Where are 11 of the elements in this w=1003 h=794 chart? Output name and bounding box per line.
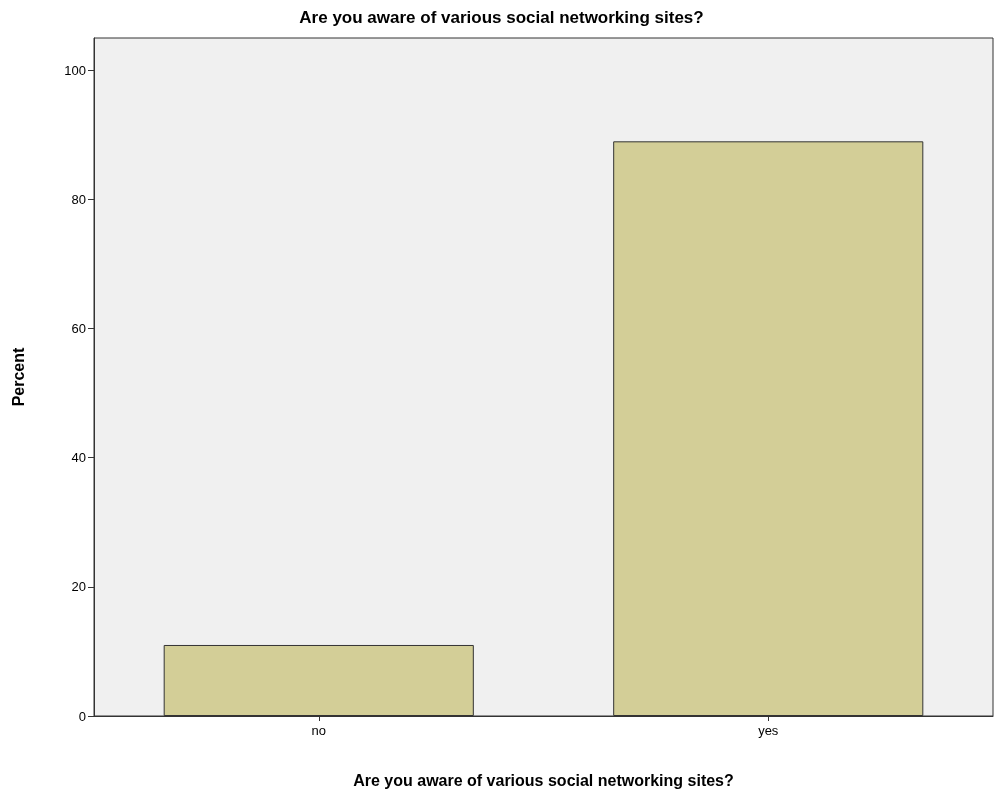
y-tick-label: 60 (71, 321, 86, 337)
y-tick-label: 80 (71, 191, 86, 207)
y-tick-label: 0 (78, 708, 86, 724)
x-tick-label: no (311, 723, 326, 738)
x-tick-label: yes (758, 723, 779, 738)
y-tick-label: 100 (64, 62, 86, 78)
y-axis-title: Percent (9, 346, 27, 407)
chart-title: Are you aware of various social networking sites? (299, 8, 704, 27)
x-axis-title: Are you aware of various social networking sites? (353, 771, 734, 789)
y-tick-label: 20 (71, 579, 86, 595)
y-tick-label: 40 (71, 450, 86, 466)
